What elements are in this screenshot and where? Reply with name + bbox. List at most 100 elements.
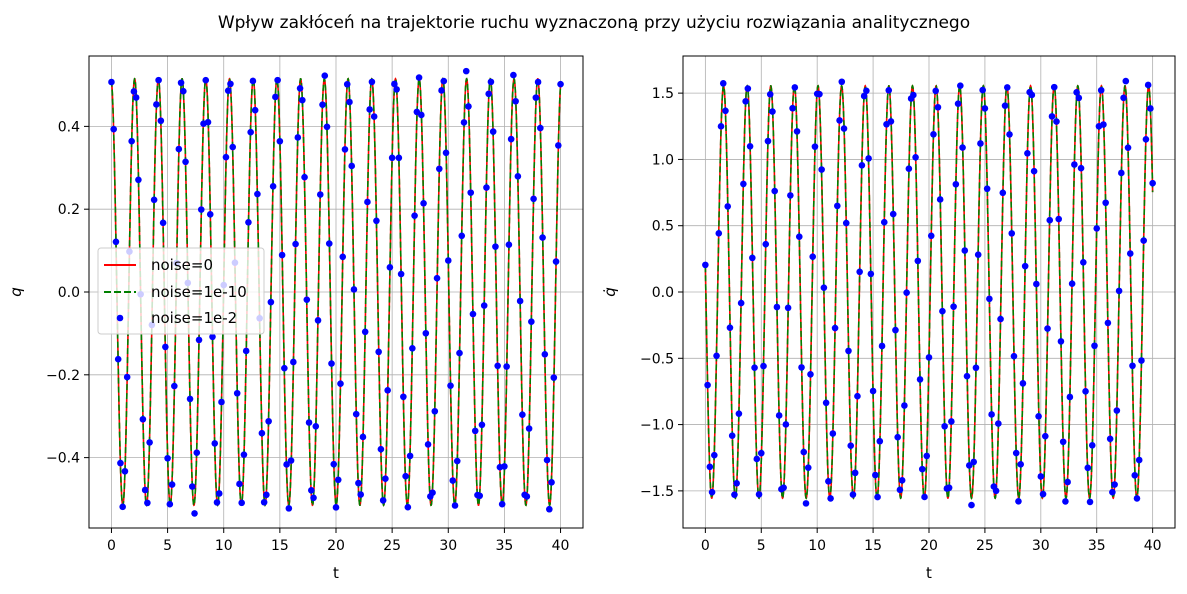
left-marker-noise1e2-133 (406, 452, 414, 460)
left-marker-noise1e2-42 (202, 76, 210, 84)
right-marker-noise1e2-68 (854, 392, 861, 400)
right-marker-noise1e2-70 (858, 162, 866, 169)
left-marker-noise1e2-38 (193, 449, 201, 456)
right-y-tick-label-6: 1.5 (652, 86, 674, 102)
right-marker-noise1e2-110 (948, 418, 955, 425)
left-marker-noise1e2-9 (128, 137, 135, 145)
right-marker-noise1e2-136 (1006, 131, 1013, 138)
left-marker-noise1e2-128 (395, 154, 403, 162)
right-marker-noise1e2-122 (974, 251, 982, 258)
right-marker-noise1e2-189 (1124, 144, 1132, 151)
left-marker-noise1e2-157 (460, 119, 468, 126)
left-x-tick-label-7: 35 (495, 538, 513, 554)
left-x-tick-label-4: 20 (327, 538, 345, 554)
left-marker-noise1e2-166 (480, 302, 488, 309)
left-series-noise1e10 (110, 77, 562, 507)
left-marker-noise1e2-79 (285, 505, 293, 512)
right-marker-noise1e2-38 (787, 192, 794, 199)
right-marker-noise1e2-115 (959, 144, 966, 151)
right-marker-noise1e2-155 (1048, 113, 1056, 120)
right-marker-noise1e2-57 (829, 430, 837, 437)
right-marker-noise1e2-151 (1039, 490, 1047, 498)
left-subplot: 0 5 10 15 20 25 30 35 40 −0.4 −0.2 0.0 0.2 0.4 t q (7, 55, 584, 582)
right-marker-noise1e2-114 (957, 82, 964, 89)
left-y-axis-label: q (7, 287, 25, 297)
right-marker-noise1e2-195 (1138, 357, 1145, 364)
left-marker-noise1e2-2 (112, 238, 120, 246)
right-marker-noise1e2-146 (1028, 91, 1036, 99)
right-marker-noise1e2-88 (898, 477, 906, 484)
right-marker-noise1e2-106 (939, 307, 946, 315)
right-marker-noise1e2-90 (903, 289, 910, 296)
right-marker-noise1e2-118 (965, 462, 973, 469)
left-marker-noise1e2-168 (485, 90, 492, 98)
left-marker-noise1e2-149 (442, 149, 450, 157)
right-marker-noise1e2-157 (1053, 118, 1060, 125)
left-marker-noise1e2-21 (155, 76, 162, 84)
right-marker-noise1e2-137 (1008, 230, 1016, 237)
right-marker-noise1e2-65 (847, 442, 855, 449)
left-marker-noise1e2-145 (433, 274, 441, 282)
left-marker-noise1e2-105 (343, 80, 351, 88)
right-marker-noise1e2-180 (1104, 319, 1112, 327)
right-marker-noise1e2-54 (822, 399, 830, 407)
right-marker-noise1e2-185 (1115, 287, 1123, 295)
left-marker-noise1e2-82 (292, 240, 299, 248)
right-marker-noise1e2-143 (1021, 262, 1029, 270)
right-marker-noise1e2-162 (1064, 478, 1071, 486)
right-marker-noise1e2-183 (1111, 481, 1118, 488)
right-marker-noise1e2-41 (793, 128, 801, 135)
left-marker-noise1e2-94 (319, 101, 326, 108)
right-y-tick-label-2: −0.5 (640, 351, 674, 367)
left-marker-noise1e2-86 (301, 173, 308, 181)
right-marker-noise1e2-74 (867, 270, 875, 278)
left-marker-noise1e2-69 (263, 491, 270, 499)
left-marker-noise1e2-64 (251, 106, 259, 114)
left-marker-noise1e2-108 (350, 286, 358, 293)
right-marker-noise1e2-21 (749, 254, 756, 262)
right-marker-noise1e2-28 (764, 137, 772, 145)
left-marker-noise1e2-20 (153, 101, 160, 108)
right-marker-noise1e2-196 (1140, 237, 1147, 244)
left-marker-noise1e2-144 (431, 407, 439, 415)
left-marker-noise1e2-35 (186, 395, 194, 403)
right-marker-noise1e2-126 (983, 185, 991, 193)
left-marker-noise1e2-167 (483, 184, 490, 191)
left-marker-noise1e2-185 (523, 493, 531, 500)
right-marker-noise1e2-22 (751, 364, 758, 372)
left-marker-noise1e2-70 (265, 417, 272, 425)
left-marker-noise1e2-141 (424, 441, 432, 448)
left-marker-noise1e2-112 (359, 433, 367, 441)
left-marker-noise1e2-85 (299, 96, 306, 104)
right-marker-noise1e2-7 (717, 123, 725, 130)
right-marker-noise1e2-140 (1015, 498, 1022, 505)
left-marker-noise1e2-124 (386, 264, 394, 271)
left-marker-noise1e2-116 (368, 78, 376, 86)
left-marker-noise1e2-106 (346, 98, 353, 106)
left-marker-noise1e2-58 (238, 499, 245, 507)
right-marker-noise1e2-135 (1003, 84, 1011, 91)
right-subplot: 0 5 10 15 20 25 30 35 40 −1.5 −1.0 −0.5 0.0 0.5 1.0 1.5… (601, 55, 1176, 582)
left-marker-noise1e2-170 (489, 128, 497, 135)
right-marker-noise1e2-35 (780, 484, 787, 491)
right-marker-noise1e2-52 (818, 166, 825, 173)
left-marker-noise1e2-49 (218, 398, 225, 406)
right-marker-noise1e2-127 (986, 295, 993, 303)
right-marker-noise1e2-69 (856, 268, 863, 276)
left-marker-noise1e2-109 (352, 410, 360, 418)
left-marker-noise1e2-120 (377, 445, 385, 453)
right-marker-noise1e2-119 (968, 501, 975, 509)
right-marker-noise1e2-138 (1010, 352, 1018, 360)
left-marker-noise1e2-132 (404, 503, 412, 511)
right-marker-noise1e2-194 (1135, 456, 1143, 464)
left-y-tick-label-0: −0.4 (46, 451, 80, 467)
legend-label-noise0: noise=0 (151, 256, 213, 274)
right-marker-noise1e2-24 (755, 491, 763, 498)
right-marker-noise1e2-17 (740, 180, 747, 188)
right-marker-noise1e2-168 (1077, 164, 1085, 172)
left-marker-noise1e2-62 (247, 128, 254, 136)
left-marker-noise1e2-148 (440, 77, 448, 85)
right-marker-noise1e2-97 (918, 465, 926, 473)
right-marker-noise1e2-121 (972, 364, 980, 372)
right-x-tick-label-3: 15 (864, 538, 882, 554)
